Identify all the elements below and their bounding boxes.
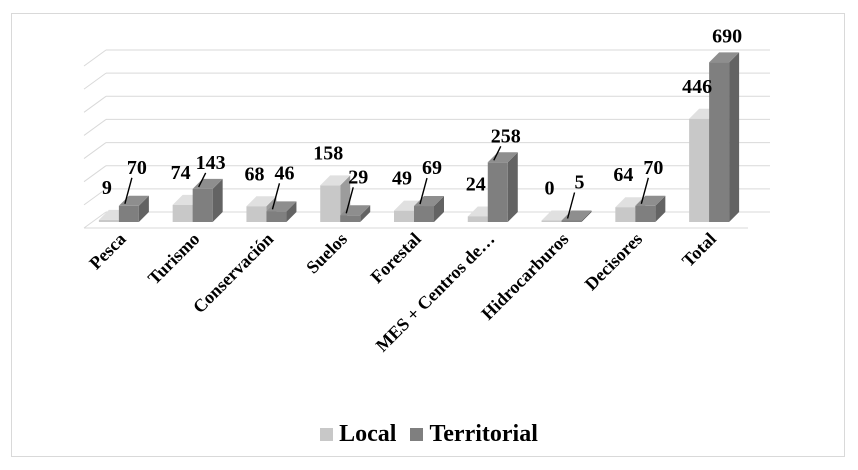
bar-territorial [635, 205, 656, 222]
gridline-side [83, 95, 107, 113]
data-label-local: 9 [102, 177, 112, 199]
bar-local [541, 220, 562, 222]
bar-local [98, 219, 119, 222]
data-label-territorial: 70 [127, 157, 147, 179]
bar-territorial-side [581, 210, 592, 222]
leader-line [345, 187, 354, 214]
gridline-side [83, 211, 107, 229]
data-label-territorial: 46 [274, 162, 294, 184]
gridline-side [83, 142, 107, 159]
data-label-territorial: 70 [643, 157, 663, 179]
bar-territorial-side [212, 178, 223, 222]
gridline-side [83, 72, 107, 90]
bar-local [615, 207, 636, 222]
bar-territorial-top [192, 178, 223, 189]
bar-territorial [118, 205, 139, 222]
leader-line [419, 177, 428, 205]
bar-territorial [192, 188, 213, 222]
leader-line [271, 183, 281, 210]
chart-frame [11, 13, 845, 457]
bar-territorial-side [434, 196, 444, 222]
bar-territorial-top [487, 152, 518, 163]
bar-local [689, 118, 710, 222]
category-label: Decisores [581, 229, 647, 295]
bar-territorial [487, 162, 508, 222]
data-label-territorial: 5 [575, 172, 585, 194]
data-label-local: 49 [392, 168, 412, 190]
bar-territorial-side [655, 195, 666, 222]
data-label-territorial: 29 [348, 166, 368, 188]
bar-territorial [340, 215, 361, 222]
data-label-territorial: 690 [712, 25, 742, 47]
bar-territorial-top [709, 52, 740, 63]
bar-local [394, 210, 414, 222]
legend-item-territorial: Territorial [410, 421, 538, 448]
bar-territorial-side [507, 152, 518, 222]
bar-territorial [414, 206, 434, 222]
bar-territorial [266, 211, 287, 222]
bar-local [320, 185, 341, 222]
category-label: Suelos [302, 229, 351, 278]
bar-local [172, 204, 193, 222]
gridline-side [83, 119, 107, 136]
gridline-side [83, 49, 107, 67]
category-label: Pesca [85, 229, 130, 274]
bar-territorial [709, 62, 730, 222]
data-label-local: 446 [682, 76, 712, 98]
leader-line [124, 177, 133, 204]
legend-item-local: Local [320, 421, 396, 448]
legend-swatch-territorial [410, 428, 424, 441]
data-label-local: 0 [545, 178, 555, 200]
bar-local-top [246, 196, 277, 207]
bar-territorial-side [286, 201, 297, 222]
bar-territorial-side [360, 205, 371, 222]
data-label-territorial: 258 [491, 125, 521, 147]
category-label: Total [678, 229, 720, 271]
leader-line [640, 177, 650, 204]
data-label-territorial: 69 [422, 157, 442, 179]
chart-legend: Local Territorial [0, 421, 858, 448]
data-label-local: 158 [313, 142, 343, 164]
bar-local-top [320, 175, 351, 186]
bar-local [467, 216, 488, 222]
bar-territorial-side [729, 52, 740, 222]
data-label-local: 68 [244, 163, 264, 185]
bar-territorial-side [138, 195, 149, 222]
leader-line [566, 192, 576, 219]
category-label: Turismo [144, 229, 204, 289]
leader-line [493, 145, 502, 161]
gridline-side [83, 188, 107, 206]
bar-local [246, 206, 267, 222]
data-label-local: 64 [613, 164, 633, 186]
legend-label-local: Local [339, 421, 397, 447]
legend-swatch-local [320, 428, 334, 441]
gridline-side [83, 165, 107, 183]
data-label-local: 24 [466, 173, 486, 195]
leader-line [198, 172, 207, 188]
category-label: Forestal [366, 229, 424, 287]
bar-territorial [561, 220, 582, 222]
legend-label-territorial: Territorial [429, 421, 538, 447]
data-label-local: 74 [171, 162, 191, 184]
data-label-territorial: 143 [196, 152, 226, 174]
